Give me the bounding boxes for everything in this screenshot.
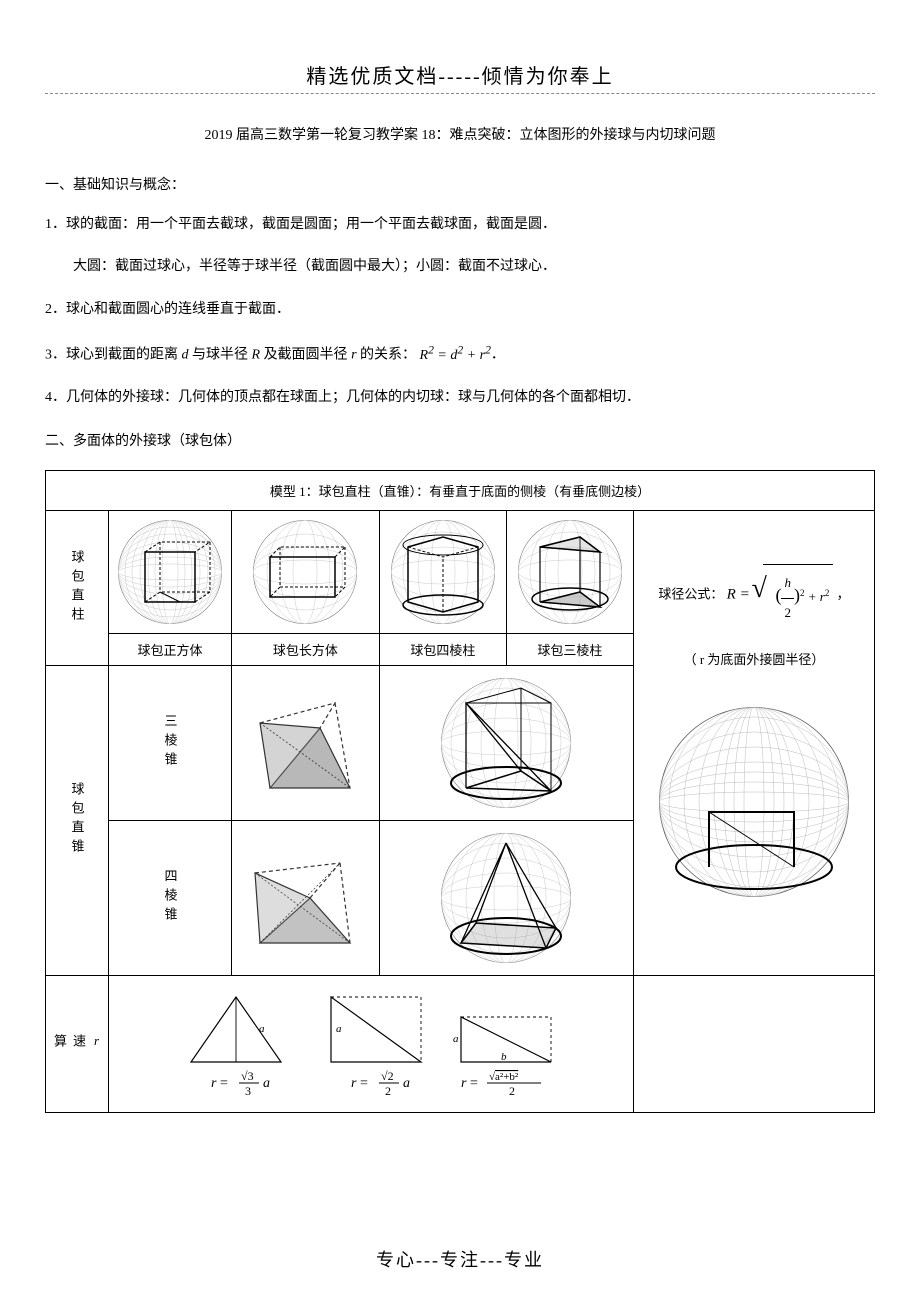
model1-header: 模型 1：球包直柱（直锥）：有垂直于底面的侧棱（有垂底侧边棱）: [46, 470, 875, 510]
page-footer: 专心---专注---专业: [0, 1246, 920, 1272]
row2-sub1: 三棱锥: [109, 665, 232, 820]
svg-text:a: a: [263, 1076, 270, 1091]
svg-text:3: 3: [245, 1084, 251, 1098]
section1-title: 一、基础知识与概念：: [45, 174, 875, 194]
section2-title: 二、多面体的外接球（球包体）: [45, 430, 875, 450]
sphere-cuboid-icon: [245, 517, 365, 627]
sphere-quadprism-icon: [388, 517, 498, 627]
svg-text:r =: r =: [351, 1076, 368, 1091]
quadpyramid-unfold-cell: [232, 820, 380, 975]
svg-text:2: 2: [385, 1084, 391, 1098]
svg-text:a: a: [259, 1023, 265, 1035]
para-4: 4．几何体的外接球：几何体的顶点都在球面上；几何体的内切球：球与几何体的各个面都…: [45, 387, 875, 409]
row3-label: r速算: [46, 975, 109, 1112]
svg-text:a: a: [453, 1033, 459, 1045]
quadpyramid-sphere-icon: [431, 828, 581, 968]
svg-text:a: a: [336, 1023, 342, 1035]
quadpyramid-unfold-icon: [240, 833, 370, 963]
row2-sub2: 四棱锥: [109, 820, 232, 975]
label-triprism: 球包三棱柱: [506, 633, 633, 665]
sphere-triprism-cell: [506, 510, 633, 633]
sphere-cuboid-cell: [232, 510, 380, 633]
para-2: 2．球心和截面圆心的连线垂直于截面．: [45, 299, 875, 321]
label-quadprism: 球包四棱柱: [379, 633, 506, 665]
row2-label: 球包直锥: [46, 665, 109, 975]
document-title: 2019 届高三数学第一轮复习教学案 18：难点突破：立体图形的外接球与内切球问…: [45, 124, 875, 144]
sphere-quadprism-cell: [379, 510, 506, 633]
svg-text:r =: r =: [211, 1076, 228, 1091]
svg-text:√3: √3: [241, 1069, 254, 1083]
row1-label: 球包直柱: [46, 510, 109, 665]
svg-text:2: 2: [509, 1084, 515, 1098]
quadpyramid-sphere-cell: [379, 820, 633, 975]
r-formulas-cell: a a a b r = √3 3 a r =: [109, 975, 634, 1112]
formula-cell: 球径公式： R = √ (h2)2 + r2 ， （ r 为底面外接圆半径）: [634, 510, 875, 975]
svg-text:√a²+b²: √a²+b²: [489, 1071, 519, 1083]
label-cuboid: 球包长方体: [232, 633, 380, 665]
svg-text:√2: √2: [381, 1069, 394, 1083]
sphere-triprism-icon: [515, 517, 625, 627]
tripyramid-unfold-icon: [240, 678, 370, 808]
big-sphere-icon: [654, 702, 854, 902]
tripyramid-sphere-icon: [431, 673, 581, 813]
para-3: 3．球心到截面的距离 d 与球半径 R 及截面圆半径 r 的关系： R2 = d…: [45, 341, 875, 367]
tripyramid-unfold-cell: [232, 665, 380, 820]
para-1-sub: 大圆：截面过球心，半径等于球半径（截面圆中最大）；小圆：截面不过球心．: [45, 256, 875, 278]
page-header-title: 精选优质文档-----倾情为你奉上: [45, 60, 875, 89]
tripyramid-sphere-cell: [379, 665, 633, 820]
sphere-cube-cell: [109, 510, 232, 633]
para-1: 1．球的截面：用一个平面去截球，截面是圆面；用一个平面去截球面，截面是圆．: [45, 214, 875, 236]
r-formulas-icon: a a a b r = √3 3 a r =: [141, 982, 601, 1102]
label-cube: 球包正方体: [109, 633, 232, 665]
sphere-cube-icon: [115, 517, 225, 627]
svg-text:r =: r =: [461, 1076, 478, 1091]
svg-text:b: b: [501, 1051, 507, 1063]
header-underline: [45, 93, 875, 94]
svg-text:a: a: [403, 1076, 410, 1091]
model-table: 模型 1：球包直柱（直锥）：有垂直于底面的侧棱（有垂底侧边棱） 球包直柱: [45, 470, 875, 1113]
